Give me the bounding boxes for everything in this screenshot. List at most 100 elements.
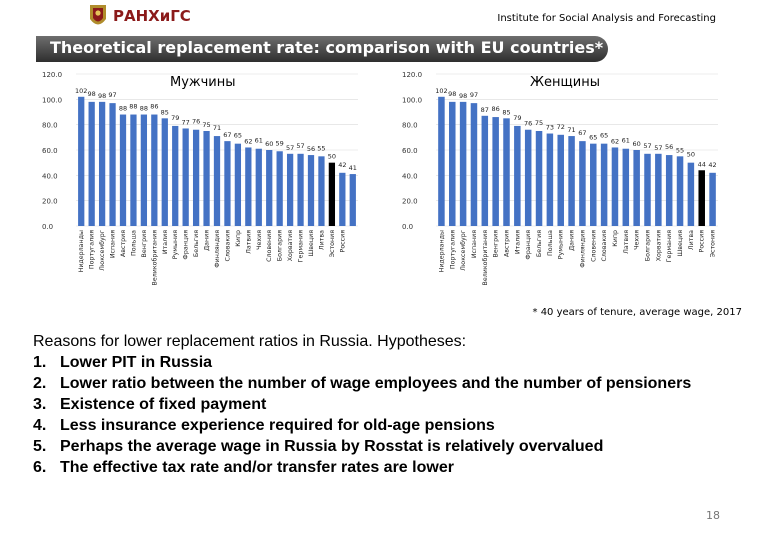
data-label: 60 bbox=[633, 140, 641, 148]
data-label: 57 bbox=[643, 142, 651, 150]
data-label: 55 bbox=[676, 146, 684, 154]
bar bbox=[182, 128, 189, 226]
data-label: 79 bbox=[513, 114, 521, 122]
x-tick-label: Болгария bbox=[277, 230, 284, 261]
data-label: 102 bbox=[75, 87, 87, 95]
data-label: 44 bbox=[698, 160, 706, 168]
data-label: 85 bbox=[161, 108, 169, 116]
data-label: 57 bbox=[296, 142, 304, 150]
data-label: 60 bbox=[265, 140, 273, 148]
data-label: 75 bbox=[202, 121, 210, 129]
y-tick-label: 120.0 bbox=[402, 71, 422, 79]
x-tick-label: Австрия bbox=[120, 230, 127, 257]
reason-item: 4. Less insurance experience required for… bbox=[33, 417, 495, 434]
bar bbox=[655, 153, 662, 226]
x-tick-label: Франция bbox=[525, 230, 532, 260]
x-tick-label: Латвия bbox=[623, 230, 630, 254]
data-label: 86 bbox=[150, 103, 158, 111]
x-tick-label: Чехия bbox=[634, 230, 641, 250]
chart-title: Женщины bbox=[530, 75, 600, 90]
x-tick-label: Великобритания bbox=[150, 230, 158, 286]
reasons-intro: Reasons for lower replacement ratios in … bbox=[33, 333, 467, 350]
x-tick-label: Литва bbox=[688, 230, 695, 250]
x-tick-label: Франция bbox=[183, 230, 190, 260]
x-tick-label: Венгрия bbox=[141, 230, 148, 258]
x-tick-label: Германия bbox=[298, 230, 305, 263]
bar bbox=[481, 115, 489, 226]
data-label: 42 bbox=[338, 161, 346, 169]
x-tick-label: Кипр bbox=[235, 230, 242, 247]
x-tick-label: Швеция bbox=[308, 230, 315, 257]
bar bbox=[307, 155, 315, 226]
x-tick-label: Россия bbox=[339, 230, 346, 253]
crest-icon bbox=[90, 5, 106, 25]
bar bbox=[328, 162, 336, 226]
data-label: 77 bbox=[182, 118, 190, 126]
x-tick-label: Великобритания bbox=[481, 230, 489, 286]
x-tick-label: Хорватия bbox=[287, 230, 294, 261]
data-label: 65 bbox=[600, 132, 608, 140]
data-label: 98 bbox=[98, 92, 106, 100]
x-tick-label: Нидерланды bbox=[78, 230, 85, 272]
data-label: 62 bbox=[611, 137, 619, 145]
x-tick-label: Словения bbox=[266, 230, 273, 262]
bar bbox=[339, 172, 346, 226]
data-label: 98 bbox=[88, 90, 96, 98]
bar bbox=[119, 114, 127, 226]
x-tick-label: Литва bbox=[318, 230, 325, 250]
reason-item: 2. Lower ratio between the number of wage… bbox=[33, 375, 692, 392]
bar bbox=[213, 136, 221, 226]
bar bbox=[579, 141, 586, 226]
bar bbox=[676, 156, 684, 226]
bar bbox=[665, 155, 673, 226]
x-tick-label: Португалия bbox=[89, 230, 96, 269]
bar bbox=[234, 143, 242, 226]
x-tick-label: Бельгия bbox=[193, 230, 200, 257]
x-tick-label: Италия bbox=[514, 230, 521, 254]
x-tick-label: Словения bbox=[590, 230, 597, 262]
bar bbox=[492, 117, 499, 226]
x-tick-label: Польша bbox=[130, 230, 137, 256]
bar bbox=[109, 103, 116, 226]
data-label: 73 bbox=[546, 124, 554, 132]
bar bbox=[557, 134, 564, 226]
bar bbox=[611, 147, 619, 226]
bar bbox=[590, 143, 597, 226]
x-tick-label: Бельгия bbox=[536, 230, 543, 257]
y-tick-label: 100.0 bbox=[42, 96, 62, 104]
data-label: 98 bbox=[448, 90, 456, 98]
bar bbox=[470, 103, 478, 226]
page-number: 18 bbox=[706, 509, 720, 522]
data-label: 50 bbox=[687, 151, 695, 159]
data-label: 42 bbox=[708, 161, 716, 169]
x-tick-label: Австрия bbox=[504, 230, 511, 257]
bar bbox=[698, 170, 705, 226]
bar bbox=[172, 125, 179, 226]
x-tick-label: Португалия bbox=[449, 230, 456, 269]
bar bbox=[622, 148, 630, 226]
y-tick-label: 20.0 bbox=[402, 198, 418, 206]
x-tick-label: Финляндия bbox=[579, 230, 586, 268]
y-tick-label: 60.0 bbox=[42, 147, 58, 155]
data-label: 75 bbox=[535, 119, 543, 127]
bar bbox=[600, 143, 608, 226]
bar bbox=[318, 156, 325, 226]
y-tick-label: 0.0 bbox=[402, 223, 413, 231]
data-label: 61 bbox=[255, 137, 263, 145]
bar bbox=[459, 101, 467, 226]
bar bbox=[203, 131, 210, 226]
bar bbox=[224, 141, 231, 226]
bar bbox=[78, 96, 85, 226]
x-tick-label: Испания bbox=[110, 230, 117, 258]
bar bbox=[438, 96, 445, 226]
bar bbox=[349, 174, 356, 226]
data-label: 76 bbox=[192, 118, 200, 126]
chart-title: Мужчины bbox=[170, 75, 236, 90]
reason-item: 5. Perhaps the average wage in Russia by … bbox=[33, 438, 604, 455]
data-label: 67 bbox=[578, 129, 586, 137]
data-label: 98 bbox=[459, 92, 467, 100]
x-tick-label: Германия bbox=[666, 230, 673, 263]
bar bbox=[297, 153, 304, 226]
x-tick-label: Румыния bbox=[558, 230, 565, 259]
